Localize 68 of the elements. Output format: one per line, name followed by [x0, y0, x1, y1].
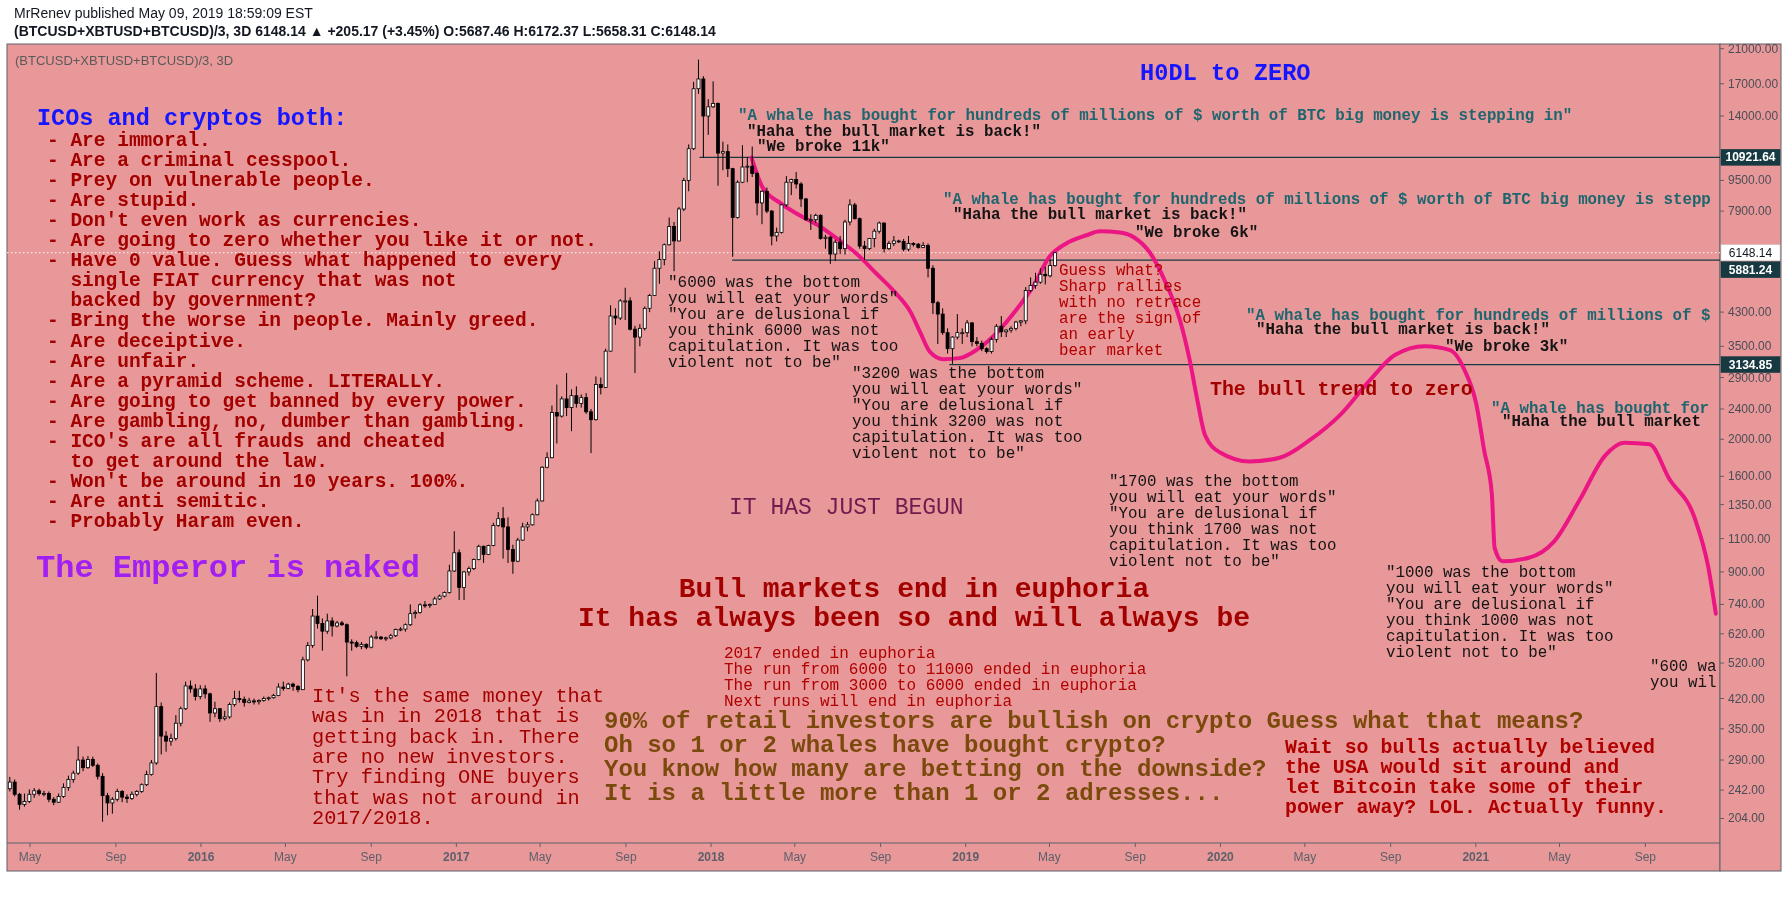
annotation: "1000 was the bottom you will eat your words" "You are delusional if you think 1000 was not capitulation. It was too violent not to be" — [1386, 564, 1614, 662]
annotation: "A whale has bought for hundreds of millions of $ worth of BTC big money is stepping in" — [738, 107, 1573, 125]
x-tick-label: May — [1548, 850, 1571, 864]
y-tick-label: 620.00 — [1728, 626, 1766, 641]
y-tick-label: 3500.00 — [1728, 339, 1772, 354]
y-tick-label: 1600.00 — [1728, 469, 1772, 484]
x-tick-label: 2016 — [187, 850, 215, 864]
annotation: Wait so bulls actually believed the USA would sit around and let Bitcoin take some of their power away? LOL. Actually funny. — [1285, 736, 1667, 820]
y-tick-label: 1100.00 — [1728, 531, 1771, 546]
chart-title: MrRenev published May 09, 2019 18:59:09 EST — [14, 5, 314, 21]
x-tick-label: Sep — [615, 850, 637, 864]
annotation: "We broke 11k" — [757, 138, 890, 156]
y-tick-label: 21000.00 — [1728, 41, 1779, 56]
y-tick-label: 242.00 — [1728, 783, 1766, 798]
y-tick-label: 420.00 — [1728, 691, 1766, 706]
data-label: 5881.24 — [1728, 262, 1773, 277]
annotation: "1700 was the bottom you will eat your words" "You are delusional if you think 1700 was not capitulation. It was too violent not to be" — [1109, 472, 1337, 571]
annotation: Bull markets end in euphoria It has always been so and will always be — [577, 574, 1251, 634]
x-tick-label: 2018 — [697, 850, 725, 864]
x-tick-label: May — [783, 850, 807, 864]
annotation: "We broke 6k" — [1135, 223, 1259, 242]
annotation: ICOs and cryptos both: — [37, 105, 348, 132]
annotation: It's the same money that was in in 2018 that is getting back in. There are no new investors. Try finding ONE buyers that was not around in 2017/2018. — [312, 685, 605, 830]
annotation: (BTCUSD+XBTUSD+BTCUSD)/3, 3D — [15, 53, 234, 68]
ref-line-label: 6148.14 — [1728, 245, 1773, 260]
y-tick-label: 7900.00 — [1728, 204, 1772, 219]
y-tick-label: 740.00 — [1728, 597, 1766, 612]
x-tick-label: Sep — [360, 850, 383, 864]
x-tick-label: May — [1293, 850, 1317, 864]
annotation: The Emperor is naked — [36, 550, 421, 587]
x-tick-label: 2020 — [1207, 850, 1235, 864]
chart-subtitle: (BTCUSD+XBTUSD+BTCUSD)/3, 3D 6148.14 ▲ +205.17 (+3.45%) O:5687.46 H:6172.37 L:5658.31 C:6148.14 — [14, 23, 716, 39]
annotation: 2017 ended in euphoria The run from 6000 to 11000 ended in euphoria The run from 3000 to 6000 ended in euphoria Next runs will end in euphoria — [724, 645, 1147, 711]
y-tick-label: 17000.00 — [1728, 76, 1779, 91]
data-label: 3134.85 — [1728, 357, 1773, 372]
y-tick-label: 204.00 — [1728, 811, 1766, 826]
x-tick-label: Sep — [1634, 850, 1657, 864]
x-tick-label: May — [274, 850, 297, 864]
annotation: "Haha the bull market is back!" — [953, 206, 1247, 224]
x-tick-label: May — [18, 850, 42, 864]
y-tick-label: 350.00 — [1728, 721, 1766, 736]
x-tick-label: May — [1038, 850, 1061, 864]
text: - Are immoral. - Are a criminal cesspool. - Prey on vulnerable people. - Are stupid. - Don't even work as currencies. - Are going to zero whether you like it or not. - Have 0 value. Guess what happened to every single FIAT currency that was not backed by government? - Bring the worse in people. Mainly greed. - Are deceiptive. - Are unfair. - Are a pyramid scheme. LITERALLY. - Are going to get banned by every power. - Are gambling, no, dumber than gambling. - ICO's are all frauds and cheated to get around the law. - Won't be around in 10 years. 100%. - Are anti semitic. - Probably Haram even. — [47, 130, 597, 533]
y-tick-label: 2900.00 — [1728, 370, 1772, 385]
annotation: 90% of retail investors are bullish on crypto Guess what that means? — [604, 708, 1584, 735]
x-tick-label: 2017 — [443, 850, 471, 864]
x-tick-label: Sep — [869, 850, 892, 864]
y-tick-label: 9500.00 — [1728, 173, 1772, 188]
x-tick-label: 2019 — [952, 850, 980, 864]
y-tick-label: 1350.00 — [1728, 497, 1772, 512]
annotation: IT HAS JUST BEGUN — [729, 495, 964, 521]
annotation: "We broke 3k" — [1445, 338, 1569, 356]
y-tick-label: 520.00 — [1728, 656, 1766, 671]
annotation: H0DL to ZERO — [1140, 60, 1311, 87]
y-tick-label: 290.00 — [1728, 753, 1766, 768]
annotation: "600 wa you wil — [1650, 658, 1717, 692]
y-tick-label: 2000.00 — [1728, 432, 1772, 447]
x-tick-label: Sep — [1379, 850, 1402, 864]
y-tick-label: 4300.00 — [1728, 305, 1772, 320]
x-tick-label: Sep — [1124, 850, 1147, 864]
y-tick-label: 2400.00 — [1728, 401, 1772, 416]
y-tick-label: 900.00 — [1728, 564, 1766, 579]
x-tick-label: May — [528, 850, 552, 864]
x-tick-label: Sep — [105, 850, 127, 864]
annotation: "3200 was the bottom you will eat your words" "You are delusional if you think 3200 was not capitulation. It was too violent not to be" — [852, 365, 1083, 463]
x-tick-label: 2021 — [1462, 850, 1490, 864]
y-tick-label: 14000.00 — [1728, 109, 1779, 124]
data-label: 10921.64 — [1725, 150, 1776, 165]
